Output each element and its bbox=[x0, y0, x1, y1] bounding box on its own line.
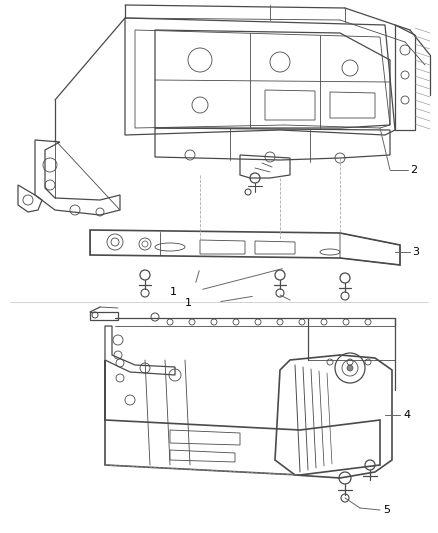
Text: 1: 1 bbox=[170, 287, 177, 297]
Text: 3: 3 bbox=[412, 247, 419, 257]
Text: 5: 5 bbox=[383, 505, 390, 515]
Text: 4: 4 bbox=[403, 410, 410, 420]
Text: 1: 1 bbox=[185, 298, 192, 308]
Text: 2: 2 bbox=[410, 165, 417, 175]
Circle shape bbox=[347, 365, 353, 371]
